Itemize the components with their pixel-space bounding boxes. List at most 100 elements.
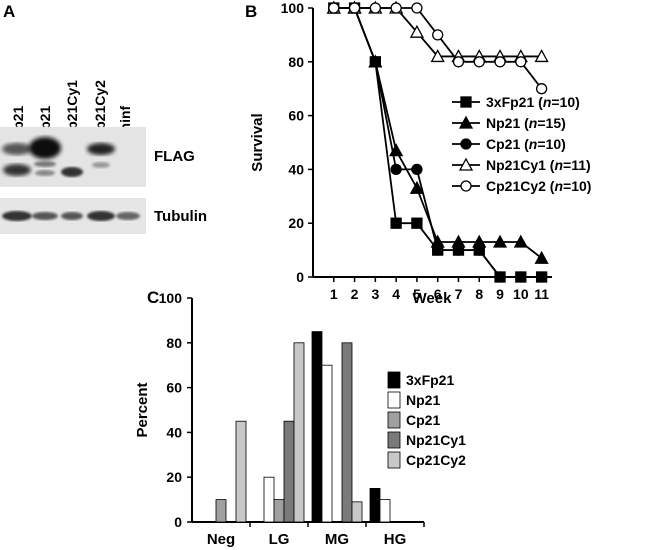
legend-entry: Np21 bbox=[387, 391, 440, 409]
bar bbox=[379, 499, 391, 523]
lane-label-uninf: uninf bbox=[117, 105, 133, 140]
bar bbox=[263, 476, 275, 523]
data-point bbox=[452, 56, 465, 68]
legend-entry: Cp21 (n=10) bbox=[452, 136, 566, 152]
x-tick-label: 4 bbox=[392, 286, 400, 302]
lane-label-cp21: Cp21 bbox=[37, 105, 53, 140]
bar bbox=[321, 364, 333, 523]
data-point bbox=[472, 49, 487, 63]
x-tick-label: 9 bbox=[496, 286, 504, 302]
x-tick-label: HG bbox=[384, 531, 407, 548]
data-point bbox=[452, 244, 465, 256]
data-point bbox=[473, 244, 485, 256]
series-line bbox=[333, 7, 543, 90]
bar bbox=[341, 342, 353, 523]
series-4 bbox=[328, 2, 548, 95]
x-tick-label: LG bbox=[269, 531, 290, 548]
y-tick-label: 20 bbox=[166, 469, 182, 485]
legend-swatch bbox=[387, 371, 401, 389]
data-point bbox=[390, 2, 402, 14]
y-tick-label: 60 bbox=[288, 108, 304, 124]
data-point bbox=[348, 2, 361, 14]
legend-label: 3xFp21 bbox=[406, 372, 454, 388]
legend-label: Cp21 bbox=[406, 412, 440, 428]
legend-swatch bbox=[387, 431, 401, 449]
bar bbox=[369, 487, 381, 523]
data-point bbox=[369, 56, 381, 68]
data-point bbox=[473, 244, 485, 256]
data-point bbox=[460, 138, 472, 150]
data-point bbox=[369, 2, 381, 14]
data-point bbox=[328, 2, 340, 14]
y-tick-label: 40 bbox=[288, 161, 304, 177]
x-tick-label: 11 bbox=[534, 286, 549, 302]
y-tick-label: 20 bbox=[288, 215, 304, 231]
legend-label: Np21Cy1 bbox=[406, 432, 466, 448]
data-point bbox=[494, 271, 506, 283]
data-point bbox=[390, 217, 402, 229]
y-axis-title: Survival bbox=[249, 113, 266, 171]
legend-entry: Cp21Cy2 bbox=[387, 451, 466, 469]
data-point bbox=[535, 271, 548, 283]
x-tick-label: 1 bbox=[330, 286, 338, 302]
data-point bbox=[348, 2, 361, 14]
bar bbox=[283, 420, 295, 523]
lane-label-np21: Np21 bbox=[10, 105, 26, 140]
legend-label: Np21Cy1 (n=11) bbox=[486, 157, 591, 173]
data-point bbox=[326, 0, 341, 14]
legend-entry: Np21Cy1 (n=11) bbox=[452, 157, 591, 173]
data-point bbox=[458, 157, 474, 171]
y-tick-label: 100 bbox=[159, 290, 183, 306]
legend-entry: 3xFp21 (n=10) bbox=[452, 94, 580, 110]
data-point bbox=[534, 49, 549, 63]
series-line bbox=[333, 7, 542, 278]
data-point bbox=[411, 163, 423, 176]
data-point bbox=[492, 234, 508, 248]
data-point bbox=[513, 49, 528, 63]
x-tick-label: 8 bbox=[475, 286, 483, 302]
legend-entry: 3xFp21 bbox=[387, 371, 454, 389]
series-0 bbox=[328, 2, 548, 283]
flag-label: FLAG bbox=[154, 148, 195, 165]
legend-entry: Cp21 bbox=[387, 411, 440, 429]
data-point bbox=[409, 24, 425, 38]
x-tick-label: 2 bbox=[351, 286, 359, 302]
y-axis-title: Percent bbox=[134, 382, 151, 437]
data-point bbox=[432, 29, 444, 41]
data-point bbox=[534, 250, 549, 264]
data-point bbox=[390, 163, 402, 176]
data-point bbox=[451, 234, 466, 248]
panel-a-letter: A bbox=[3, 2, 16, 21]
data-point bbox=[368, 0, 383, 14]
data-point bbox=[411, 217, 423, 229]
legend-label: Cp21 (n=10) bbox=[486, 136, 566, 152]
series-1 bbox=[326, 0, 549, 264]
legend-label: Np21 (n=15) bbox=[486, 115, 566, 131]
data-point bbox=[515, 271, 527, 283]
bar bbox=[293, 342, 305, 523]
data-point bbox=[411, 2, 423, 14]
legend-swatch bbox=[387, 451, 401, 469]
y-tick-label: 100 bbox=[281, 0, 305, 16]
series-2 bbox=[328, 2, 548, 283]
bar bbox=[351, 501, 363, 523]
bar bbox=[311, 331, 323, 523]
series-line bbox=[333, 7, 543, 259]
x-tick-label: Neg bbox=[207, 531, 235, 548]
data-point bbox=[452, 244, 465, 256]
legend-swatch bbox=[387, 411, 401, 429]
data-point bbox=[535, 271, 548, 283]
x-tick-label: MG bbox=[325, 531, 349, 548]
data-point bbox=[513, 234, 528, 248]
x-tick-label: 7 bbox=[455, 286, 463, 302]
y-tick-label: 60 bbox=[166, 380, 182, 396]
data-point bbox=[432, 244, 444, 256]
data-point bbox=[389, 143, 404, 157]
bar bbox=[235, 420, 247, 523]
y-tick-label: 80 bbox=[166, 335, 182, 351]
data-point bbox=[409, 180, 425, 194]
data-point bbox=[458, 115, 474, 129]
data-point bbox=[389, 0, 404, 14]
data-point bbox=[460, 96, 472, 108]
legend-entry: Cp21Cy2 (n=10) bbox=[452, 178, 591, 194]
